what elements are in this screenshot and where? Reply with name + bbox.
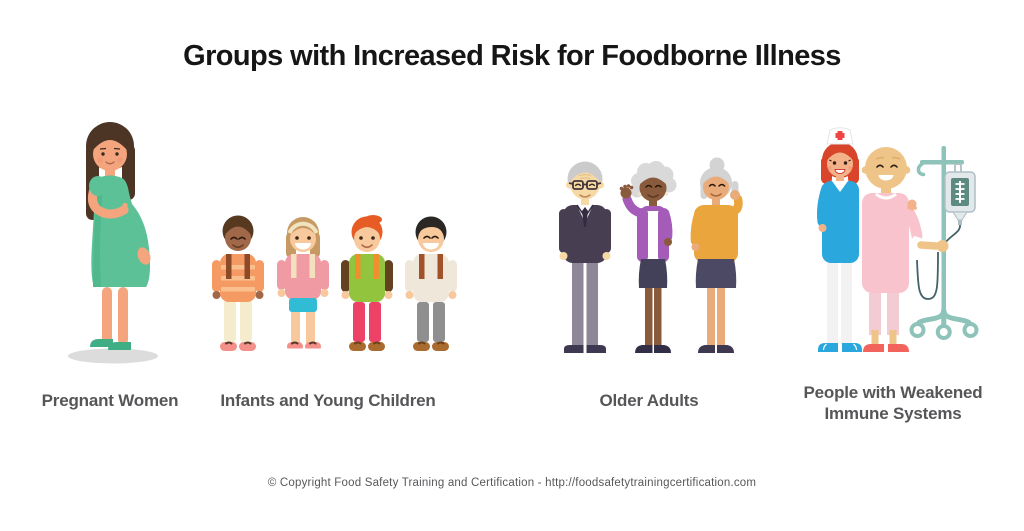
- slipper: [888, 344, 909, 352]
- older-woman-waving-figure: [619, 161, 677, 353]
- headband: [287, 221, 319, 234]
- group-label-older-adults: Older Adults: [599, 391, 699, 410]
- older-woman-figure: [690, 157, 743, 353]
- nurse-figure: [817, 127, 862, 352]
- caster-wheel: [909, 322, 926, 338]
- copyright-footer: © Copyright Food Safety Training and Cer…: [267, 477, 757, 489]
- slipper: [863, 344, 884, 352]
- iv-tube: [916, 251, 939, 300]
- three-older-adults-illustration: [559, 157, 743, 353]
- backpack-strap: [309, 254, 315, 278]
- caster-wheel: [962, 322, 979, 338]
- hand-on-cheek: [730, 190, 740, 200]
- child-figure-1: [212, 215, 264, 351]
- red-cross-icon: [835, 133, 845, 138]
- backpack-strap: [437, 254, 443, 279]
- older-man-figure: [559, 161, 611, 353]
- child-figure-2: [277, 217, 329, 351]
- group-label-pregnant-women: Pregnant Women: [41, 391, 179, 410]
- group-label-infants-children: Infants and Young Children: [220, 391, 436, 410]
- backpack-strap: [291, 254, 297, 278]
- hospital-gown: [862, 193, 909, 293]
- ground-shadow: [68, 348, 158, 364]
- group-label-weakened-immune: People with Weakened Immune Systems: [803, 383, 983, 424]
- pole-hook: [916, 162, 926, 177]
- four-children-with-backpacks-illustration: [212, 215, 457, 351]
- flat-shoe: [108, 342, 131, 350]
- sneaker: [818, 343, 838, 352]
- sneaker: [842, 343, 862, 352]
- pregnant-woman-figure: [68, 122, 158, 364]
- flat-shoe: [90, 339, 113, 347]
- backpack-strap: [244, 254, 250, 279]
- backpack-strap: [355, 254, 361, 279]
- patient-hand-gripping-pole: [936, 240, 949, 252]
- child-figure-3: [341, 215, 393, 351]
- bald-patient-figure: [861, 147, 940, 352]
- page-title: Groups with Increased Risk for Foodborne…: [183, 40, 841, 72]
- nurse-with-bald-patient-and-iv-pole-illustration: [817, 127, 979, 352]
- caster-wheel: [935, 324, 952, 340]
- child-figure-4: [405, 216, 457, 351]
- pregnant-woman-illustration: [68, 122, 158, 364]
- backpack-strap: [419, 254, 425, 279]
- backpack-strap: [373, 254, 379, 279]
- waving-hand: [620, 187, 632, 199]
- iv-tube: [945, 224, 961, 243]
- iv-pole: [909, 146, 979, 340]
- backpack-strap: [226, 254, 232, 279]
